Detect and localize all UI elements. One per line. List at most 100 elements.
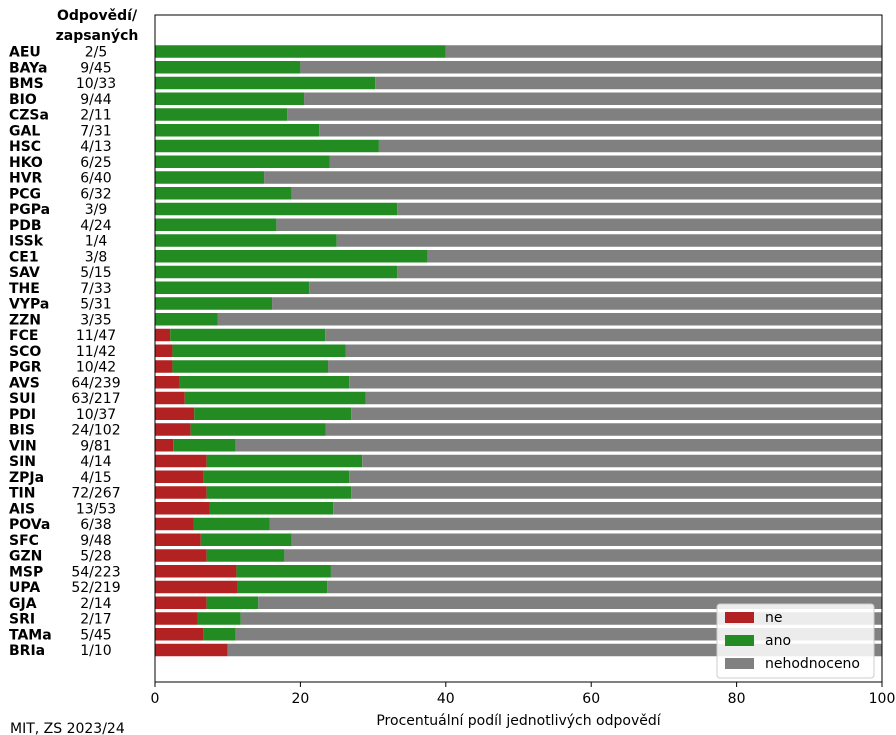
row-ratio-label: 5/15 (80, 265, 111, 281)
bar-row-ce1 (155, 250, 882, 263)
row-code-label: GJA (9, 596, 37, 612)
bars-group (155, 45, 883, 657)
row-labels-group: AEU 2/5 BAYa 9/45 BMS 10/33 BIO 9/44 CZSa 2/11 GAL… (9, 45, 121, 660)
bar-row-gzn (155, 549, 882, 562)
row-ratio-label: 72/267 (71, 486, 120, 502)
legend-label-ne: ne (765, 610, 783, 626)
row-ratio-label: 10/33 (76, 76, 116, 92)
bar-segment-ne (155, 454, 207, 468)
bar-segment-ne (155, 470, 204, 483)
bar-segment-ano (206, 549, 285, 562)
bar-segment-ne (155, 423, 191, 436)
bar-segment-ne (155, 580, 238, 594)
bar-segment-nehodnoceno (330, 565, 883, 578)
bar-row-hko (155, 155, 883, 168)
row-code-label: AEU (9, 45, 41, 61)
bar-segment-ano (155, 108, 288, 121)
bar-row-msp (155, 565, 883, 578)
row-code-label: HSC (9, 139, 41, 155)
bar-segment-nehodnoceno (365, 391, 883, 405)
bar-segment-ano (206, 454, 363, 468)
row-ratio-label: 54/223 (71, 564, 120, 580)
bar-row-pdi (155, 407, 882, 420)
bar-segment-nehodnoceno (445, 45, 882, 58)
row-ratio-label: 24/102 (71, 423, 120, 439)
row-code-label: POVa (9, 517, 50, 533)
bar-segment-ano (155, 92, 305, 105)
row-code-label: SFC (9, 533, 39, 549)
bar-segment-ano (155, 187, 292, 200)
row-code-label: UPA (9, 580, 40, 596)
row-code-label: SRI (9, 612, 35, 628)
legend-swatch-nehodnoceno (725, 658, 754, 669)
bar-segment-nehodnoceno (362, 454, 882, 468)
bar-segment-ano (170, 328, 326, 342)
bar-segment-ne (155, 439, 174, 452)
row-ratio-label: 64/239 (71, 375, 120, 391)
row-ratio-label: 2/14 (80, 596, 112, 612)
row-ratio-label: 4/15 (80, 470, 111, 486)
header-line-1: Odpovědí/ (57, 8, 138, 24)
bar-segment-ano (155, 265, 398, 279)
bar-segment-nehodnoceno (287, 108, 883, 121)
row-ratio-label: 6/25 (80, 155, 111, 171)
row-ratio-label: 4/14 (80, 454, 112, 470)
bar-segment-nehodnoceno (272, 297, 882, 310)
bar-segment-ano (184, 391, 366, 405)
bar-row-zzn (155, 313, 883, 326)
bar-segment-ano (155, 202, 398, 216)
bar-segment-nehodnoceno (235, 439, 882, 452)
row-ratio-label: 3/8 (85, 249, 108, 265)
bar-segment-ano (194, 407, 352, 420)
row-code-label: SCO (9, 344, 41, 360)
row-ratio-label: 9/81 (80, 438, 111, 454)
legend-label-nehodnoceno: nehodnoceno (765, 656, 860, 672)
bar-row-bio (155, 92, 882, 105)
bar-segment-ano (155, 124, 320, 137)
row-ratio-label: 63/217 (71, 391, 120, 407)
bar-segment-ano (155, 171, 265, 184)
x-tick-label: 40 (437, 691, 455, 707)
row-ratio-label: 11/47 (76, 328, 116, 344)
bar-segment-nehodnoceno (291, 533, 882, 546)
bar-segment-ano (172, 360, 329, 373)
row-code-label: PCG (9, 186, 41, 202)
row-code-label: BIS (9, 423, 35, 439)
bar-segment-ano (155, 45, 446, 58)
column-header: Odpovědí/ zapsaných (56, 8, 139, 44)
bar-segment-ano (203, 628, 236, 641)
bar-row-gal (155, 124, 882, 137)
row-code-label: PGR (9, 360, 42, 376)
legend: ne ano nehodnoceno (716, 603, 875, 679)
row-code-label: FCE (9, 328, 38, 344)
bar-segment-nehodnoceno (319, 124, 882, 137)
bar-segment-ano (155, 297, 273, 310)
bar-row-vypa (155, 297, 882, 310)
bar-segment-ano (172, 344, 346, 357)
bar-segment-ne (155, 612, 198, 625)
bar-segment-ano (155, 61, 301, 74)
bar-row-baya (155, 61, 882, 74)
bar-row-bis (155, 423, 883, 436)
bar-segment-nehodnoceno (309, 281, 882, 294)
bar-segment-nehodnoceno (269, 517, 883, 531)
bar-segment-nehodnoceno (333, 502, 882, 515)
plot-frame (154, 14, 883, 683)
x-tick-label: 20 (291, 691, 309, 707)
legend-swatch-ano (725, 635, 754, 646)
bar-segment-ne (155, 502, 210, 515)
bar-segment-ano (190, 423, 326, 436)
bar-segment-ano (155, 234, 337, 247)
row-code-label: TAMa (9, 627, 52, 643)
bar-segment-nehodnoceno (349, 376, 882, 389)
bar-row-hvr (155, 171, 882, 184)
x-tick-label: 100 (869, 691, 896, 707)
row-code-label: ISSk (9, 234, 44, 250)
legend-swatch-ne (725, 612, 754, 623)
bar-segment-ano (197, 612, 241, 625)
row-code-label: MSP (9, 564, 43, 580)
row-ratio-label: 52/219 (71, 580, 120, 596)
bar-segment-ano (203, 470, 350, 483)
bar-row-avs (155, 376, 882, 389)
